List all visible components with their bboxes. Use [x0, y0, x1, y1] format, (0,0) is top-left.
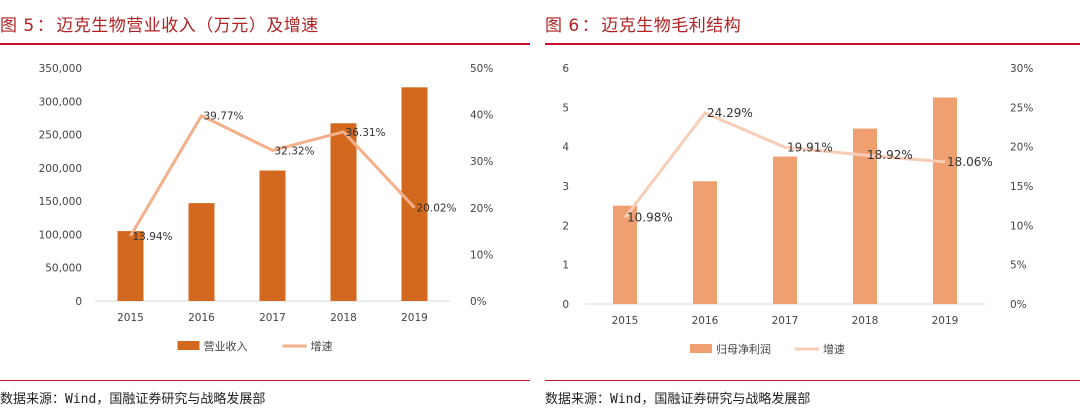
revenue-chart: 0 50,000 100,000 150,000 200,000 250,000 300,0… — [39, 63, 494, 353]
legend-bar-swatch — [690, 344, 712, 353]
legend-bar-label: 归母净利润 — [716, 342, 771, 356]
x-tick-label: 2019 — [932, 315, 959, 327]
bar-2017 — [259, 170, 286, 301]
growth-data-label: 39.77% — [204, 111, 244, 123]
y2-tick-label: 30% — [470, 156, 493, 168]
bar-2017 — [773, 156, 797, 304]
bar-2019 — [401, 87, 428, 301]
legend-bar-swatch — [177, 341, 200, 350]
growth-data-label: 18.92% — [867, 148, 913, 162]
y-tick-label: 6 — [562, 63, 569, 75]
profit-chart: 0 1 2 3 4 5 6 0% 5% 10% 15% 20% 25% 30% 2015 2016 2017 20… — [562, 63, 1033, 356]
x-tick-label: 2018 — [330, 312, 357, 324]
figure-6-source: 数据来源：Wind，国融证券研究与战略发展部 — [545, 388, 810, 407]
y-tick-label: 2 — [562, 220, 569, 232]
bar-2018 — [853, 128, 877, 304]
bar-2015 — [117, 231, 144, 301]
y-tick-label: 50,000 — [45, 263, 82, 275]
figure-6-separator: ： — [581, 16, 600, 36]
figure-5-separator: ： — [36, 16, 55, 36]
y-tick-label: 5 — [562, 102, 569, 114]
growth-data-label: 18.06% — [947, 155, 993, 169]
figure-6-title: 图 6：迈克生物毛利结构 — [545, 14, 741, 38]
legend-line-label: 增速 — [311, 339, 333, 353]
figure-5-source: 数据来源：Wind，国融证券研究与战略发展部 — [0, 388, 265, 407]
growth-data-label: 24.29% — [707, 106, 753, 120]
figure-6-bottom-rule — [545, 380, 1080, 381]
figure-6-top-rule — [545, 43, 1080, 45]
source-prefix: 数据来源： — [545, 392, 611, 407]
x-tick-label: 2015 — [612, 315, 639, 327]
bar-2016 — [188, 203, 215, 301]
y2-tick-label: 20% — [1010, 142, 1033, 154]
legend: 营业收入 增速 — [177, 339, 333, 353]
y-tick-label: 4 — [562, 142, 569, 154]
legend-line-label: 增速 — [823, 342, 845, 356]
x-tick-label: 2019 — [401, 312, 428, 324]
growth-data-label: 10.98% — [627, 211, 673, 225]
y2-tick-label: 15% — [1010, 181, 1033, 193]
y2-tick-label: 0% — [470, 296, 487, 308]
source-rest: ，国融证券研究与战略发展部 — [96, 392, 266, 407]
source-wind: Wind — [65, 392, 97, 407]
bar-2019 — [933, 97, 957, 304]
y2-tick-label: 30% — [1010, 63, 1033, 75]
y2-tick-label: 40% — [470, 110, 493, 122]
y2-tick-label: 10% — [470, 249, 493, 261]
y2-tick-label: 0% — [1010, 299, 1027, 311]
bar-2015 — [613, 205, 637, 304]
x-tick-label: 2016 — [188, 312, 215, 324]
x-tick-label: 2017 — [772, 315, 799, 327]
y-tick-label: 1 — [562, 260, 569, 272]
y-tick-label: 150,000 — [39, 196, 82, 208]
figure-5-bottom-rule — [0, 380, 530, 381]
figure-5-top-rule — [0, 43, 530, 45]
bar-2018 — [330, 123, 357, 301]
y-tick-label: 0 — [562, 299, 569, 311]
y-tick-label: 300,000 — [39, 96, 82, 108]
bar-2016 — [693, 181, 717, 304]
growth-line — [129, 114, 416, 237]
y-tick-label: 100,000 — [39, 229, 82, 241]
figure-6-title-text: 迈克生物毛利结构 — [601, 16, 742, 36]
source-rest: ，国融证券研究与战略发展部 — [641, 392, 811, 407]
y-tick-label: 200,000 — [39, 163, 82, 175]
y-tick-label: 350,000 — [39, 63, 82, 75]
y-tick-label: 250,000 — [39, 130, 82, 142]
y2-tick-label: 5% — [1010, 260, 1027, 272]
x-tick-label: 2017 — [259, 312, 286, 324]
figure-5-title-text: 迈克生物营业收入（万元）及增速 — [56, 16, 319, 36]
figure-5-panel: 图 5：迈克生物营业收入（万元）及增速 0 50,000 100,000 150,00… — [0, 0, 530, 413]
x-tick-label: 2016 — [692, 315, 719, 327]
y2-tick-label: 20% — [470, 203, 493, 215]
y2-tick-label: 25% — [1010, 102, 1033, 114]
growth-data-label: 20.02% — [417, 203, 457, 215]
legend-bar-label: 营业收入 — [204, 339, 248, 353]
growth-line — [623, 111, 946, 219]
figure-6-panel: 图 6：迈克生物毛利结构 0 1 2 3 4 5 6 0% 5% 10% 15% 20% 25% 30% 2… — [545, 0, 1080, 413]
y2-tick-label: 10% — [1010, 220, 1033, 232]
x-tick-label: 2018 — [852, 315, 879, 327]
figure-5-title: 图 5：迈克生物营业收入（万元）及增速 — [0, 14, 319, 38]
y2-tick-label: 50% — [470, 63, 493, 75]
source-wind: Wind — [610, 392, 642, 407]
y-tick-label: 3 — [562, 181, 569, 193]
source-prefix: 数据来源： — [0, 392, 66, 407]
growth-data-label: 13.94% — [133, 231, 173, 243]
x-tick-label: 2015 — [117, 312, 144, 324]
growth-data-label: 19.91% — [787, 140, 833, 154]
growth-data-label: 36.31% — [346, 127, 386, 139]
figure-6-label: 图 6 — [545, 16, 580, 36]
legend: 归母净利润 增速 — [690, 342, 845, 356]
figure-5-label: 图 5 — [0, 16, 35, 36]
y-tick-label: 0 — [75, 296, 82, 308]
growth-data-label: 32.32% — [275, 145, 315, 157]
